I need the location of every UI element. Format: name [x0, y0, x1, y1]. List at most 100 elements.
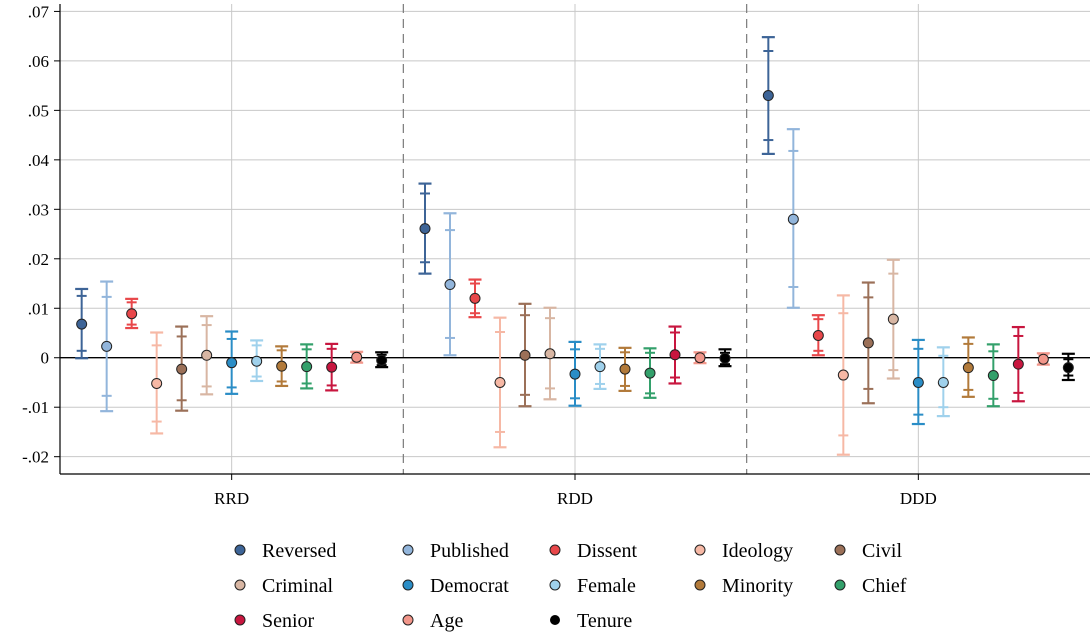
point-estimate	[494, 376, 506, 388]
y-tick-label: -.01	[22, 398, 49, 417]
point-estimate	[987, 370, 999, 382]
legend-item-civil: Civil	[834, 540, 902, 562]
legend-label: Female	[577, 575, 636, 597]
legend-marker	[549, 544, 561, 556]
y-tick-label: -.02	[22, 448, 49, 467]
series-female	[250, 339, 950, 418]
point-estimate	[762, 90, 774, 102]
legend-label: Ideology	[722, 540, 793, 562]
series-criminal	[200, 258, 900, 401]
group-separators	[402, 4, 748, 474]
point-estimate	[862, 337, 874, 349]
point-estimate	[544, 348, 556, 360]
legend-label: Reversed	[262, 540, 336, 562]
legend-label: Chief	[862, 575, 907, 597]
point-estimate	[887, 313, 899, 325]
series-senior	[325, 325, 1025, 403]
y-tick-label: 0	[41, 349, 50, 368]
point-estimate	[419, 223, 431, 235]
legend-item-published: Published	[402, 540, 509, 562]
series-ideology	[150, 294, 850, 456]
legend-item-democrat: Democrat	[402, 575, 509, 597]
legend-label: Dissent	[577, 540, 637, 562]
legend-marker	[834, 579, 846, 591]
series-democrat	[225, 330, 925, 426]
point-estimate	[376, 354, 388, 366]
point-estimate	[669, 349, 681, 361]
legend-label: Minority	[722, 575, 793, 597]
legend-marker	[402, 614, 414, 626]
point-estimate	[694, 352, 706, 364]
point-estimate	[787, 213, 799, 225]
legend-item-criminal: Criminal	[234, 575, 334, 597]
point-estimate	[962, 362, 974, 374]
legend-item-minority: Minority	[694, 575, 793, 597]
point-estimate	[812, 329, 824, 341]
x-tick-label: DDD	[900, 489, 937, 508]
legend-item-ideology: Ideology	[694, 540, 793, 562]
point-estimate	[1062, 362, 1074, 374]
point-estimate	[276, 360, 288, 372]
legend-item-female: Female	[549, 575, 636, 597]
point-estimate	[444, 279, 456, 291]
legend-marker	[550, 615, 560, 625]
x-tick-label: RRD	[214, 489, 249, 508]
point-estimate	[151, 377, 163, 389]
point-estimate	[351, 351, 363, 363]
point-estimate	[719, 352, 731, 364]
series-tenure	[375, 348, 1075, 382]
point-estimate	[837, 369, 849, 381]
point-estimate	[226, 357, 238, 369]
legend-marker	[549, 579, 561, 591]
data-marks	[75, 36, 1075, 456]
legend-marker	[694, 544, 706, 556]
legend-marker	[402, 579, 414, 591]
series-minority	[275, 336, 975, 398]
legend-label: Criminal	[262, 575, 334, 597]
legend-marker	[234, 544, 246, 556]
y-tick-label: .05	[28, 101, 49, 120]
point-estimate	[201, 349, 213, 361]
legend-label: Published	[430, 540, 509, 562]
y-tick-label: .01	[28, 299, 49, 318]
y-tick-label: .04	[28, 151, 50, 170]
legend-item-chief: Chief	[834, 575, 907, 597]
point-estimate	[1037, 353, 1049, 365]
y-tick-label: .02	[28, 250, 49, 269]
y-tick-label: .07	[28, 2, 50, 21]
point-estimate	[251, 355, 263, 367]
legend-label: Civil	[862, 540, 902, 562]
axes: -.02 -.01 0 .01 .02 .03 .04 .05 .06 .07 RRD RDD DDD	[22, 2, 1090, 508]
point-estimate	[101, 340, 113, 352]
legend-marker	[402, 544, 414, 556]
legend-label: Senior	[262, 610, 315, 632]
legend-item-dissent: Dissent	[549, 540, 637, 562]
point-estimate	[76, 318, 88, 330]
series-reversed	[75, 36, 775, 360]
point-estimate	[644, 367, 656, 379]
series-age	[350, 350, 1050, 366]
legend-marker	[694, 579, 706, 591]
legend-item-age: Age	[402, 610, 463, 632]
series-civil	[175, 281, 875, 412]
point-estimate	[569, 368, 581, 380]
point-estimate	[126, 308, 138, 320]
point-estimate	[594, 361, 606, 373]
legend-marker	[834, 544, 846, 556]
legend-item-senior: Senior	[234, 610, 315, 632]
point-estimate	[1012, 358, 1024, 370]
point-estimate	[912, 376, 924, 388]
point-estimate	[469, 292, 481, 304]
gridlines	[60, 4, 1090, 474]
legend-marker	[234, 579, 246, 591]
legend-label: Democrat	[430, 575, 509, 597]
legend-marker	[234, 614, 246, 626]
point-estimate	[326, 361, 338, 373]
point-estimate	[937, 376, 949, 388]
legend-label: Age	[430, 610, 463, 632]
series-chief	[300, 343, 1000, 408]
point-estimate	[619, 363, 631, 375]
legend-label: Tenure	[577, 610, 632, 632]
point-estimate	[519, 349, 531, 361]
